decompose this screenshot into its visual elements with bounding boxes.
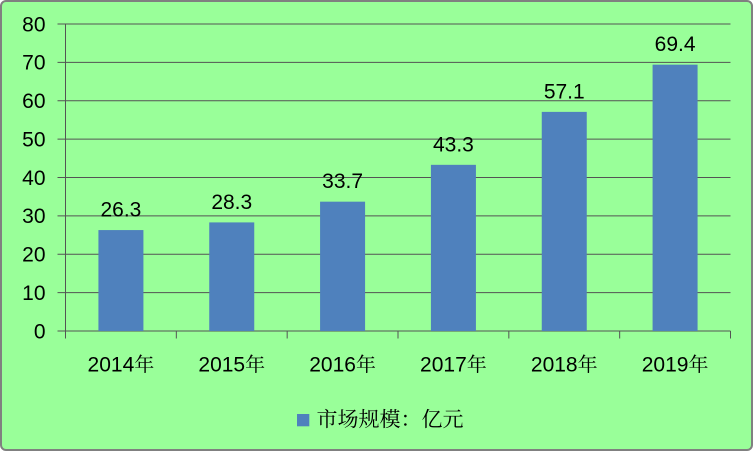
svg-text:20: 20 bbox=[22, 244, 45, 267]
svg-text:43.3: 43.3 bbox=[433, 133, 474, 156]
svg-text:28.3: 28.3 bbox=[211, 191, 252, 214]
svg-text:30: 30 bbox=[22, 205, 45, 228]
svg-text:26.3: 26.3 bbox=[100, 199, 141, 222]
svg-text:2018: 2018 bbox=[531, 354, 578, 377]
svg-text:50: 50 bbox=[22, 128, 45, 151]
svg-text:60: 60 bbox=[22, 90, 45, 113]
svg-text:0: 0 bbox=[34, 320, 46, 343]
svg-text:2017: 2017 bbox=[420, 354, 467, 377]
svg-text:2016: 2016 bbox=[309, 354, 356, 377]
svg-text:2014: 2014 bbox=[88, 354, 135, 377]
svg-text:69.4: 69.4 bbox=[655, 33, 696, 56]
svg-text:57.1: 57.1 bbox=[544, 80, 585, 103]
svg-text:40: 40 bbox=[22, 167, 45, 190]
svg-text:10: 10 bbox=[22, 282, 45, 305]
svg-text:80: 80 bbox=[22, 13, 45, 36]
svg-text:2015: 2015 bbox=[198, 354, 245, 377]
svg-text:70: 70 bbox=[22, 52, 45, 75]
svg-text:33.7: 33.7 bbox=[322, 170, 363, 193]
svg-text:2019: 2019 bbox=[642, 354, 689, 377]
